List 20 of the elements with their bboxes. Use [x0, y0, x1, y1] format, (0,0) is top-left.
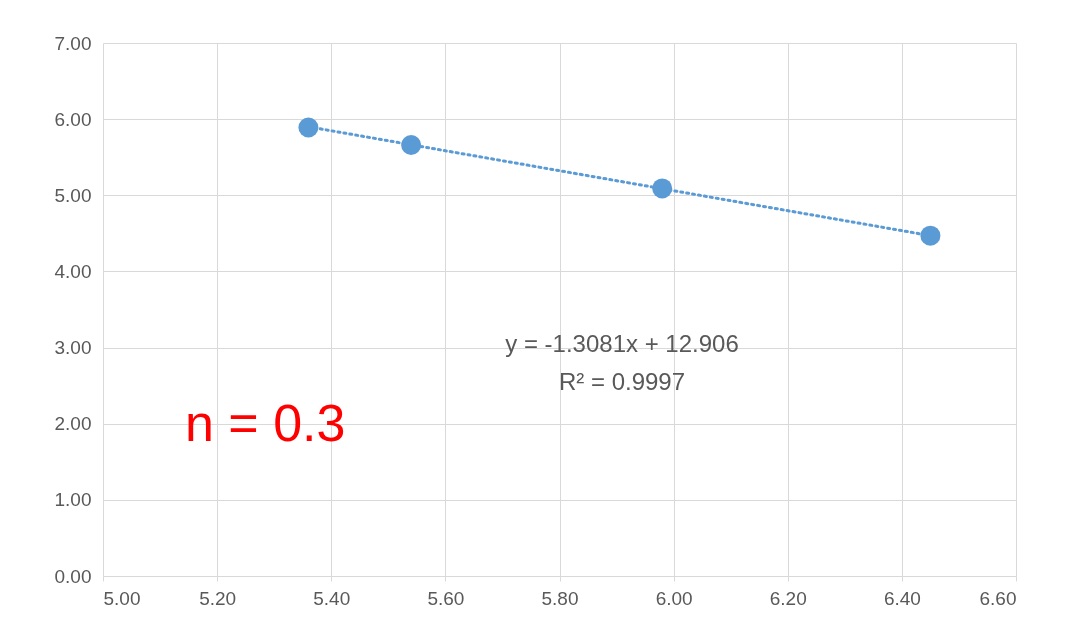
annotation: R² = 0.9997: [558, 368, 686, 395]
x-tick-label: 6.60: [979, 587, 1017, 609]
y-tick-label: 1.00: [54, 489, 92, 511]
y-tick-label: 0.00: [54, 565, 92, 587]
x-tick-label: 5.40: [313, 587, 351, 609]
y-tick-label: 2.00: [54, 413, 92, 435]
annotation: y = -1.3081x + 12.906: [505, 330, 739, 357]
x-tick-label: 5.80: [541, 587, 579, 609]
x-tick-label: 5.20: [199, 587, 237, 609]
x-tick-label: 5.60: [427, 587, 465, 609]
y-tick-label: 3.00: [54, 337, 92, 359]
x-tick-label: 6.40: [883, 587, 921, 609]
x-tick-label: 5.00: [103, 587, 141, 609]
y-tick-label: 4.00: [54, 260, 92, 282]
x-tick-label: 6.00: [655, 587, 693, 609]
y-tick-label: 5.00: [54, 184, 92, 206]
x-tick-label: 6.20: [769, 587, 807, 609]
y-tick-label: 6.00: [54, 108, 92, 130]
annotation: n = 0.3: [185, 394, 346, 452]
y-tick-label: 7.00: [54, 32, 92, 54]
